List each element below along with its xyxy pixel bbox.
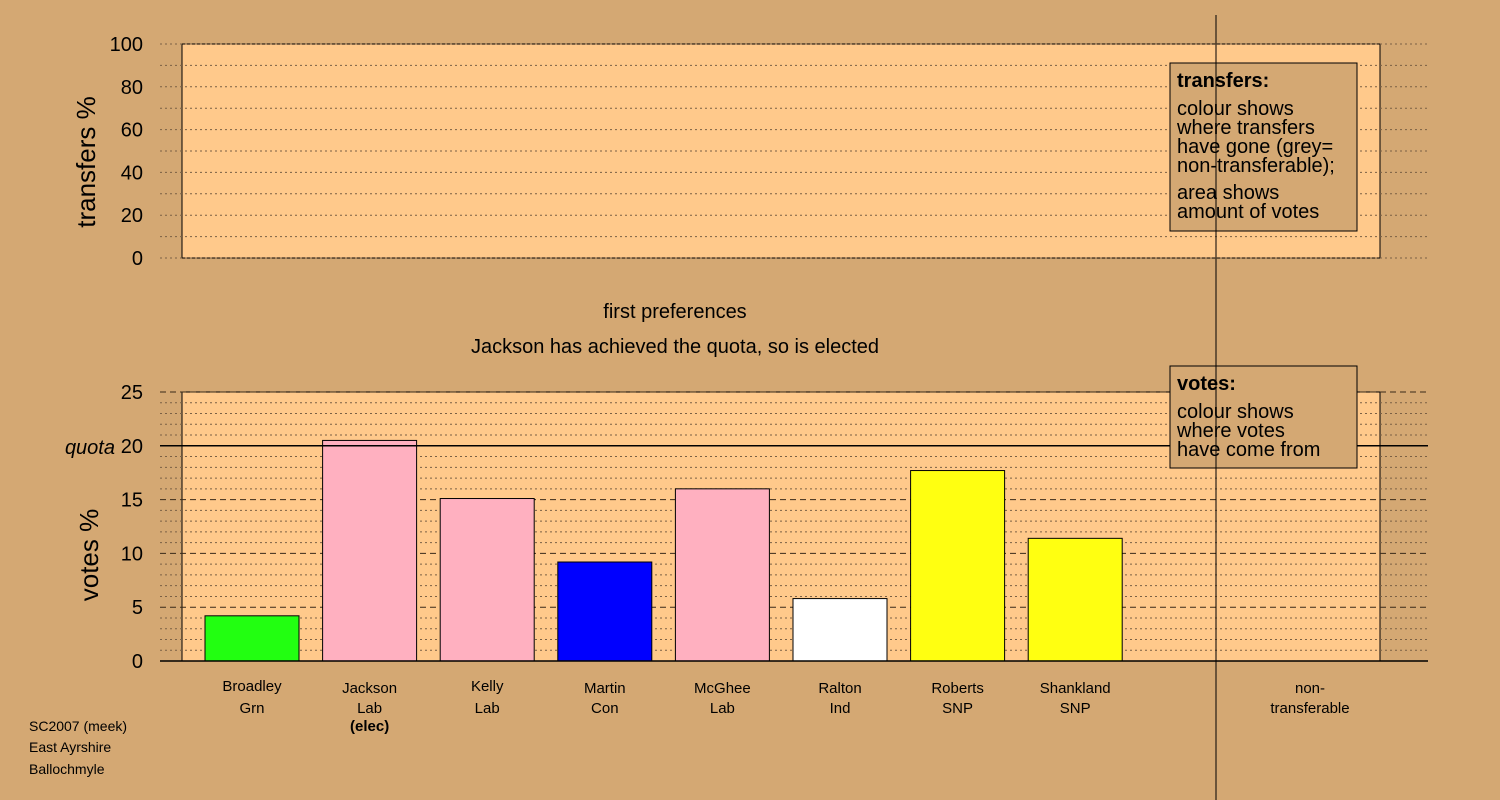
transfers-tick-label: 60 — [121, 120, 143, 142]
bar-kelly — [439, 498, 535, 662]
votes-tick-labels: 0 5 10 15 20 25 — [121, 382, 143, 673]
candidate-party: Lab — [710, 700, 735, 717]
candidate-name: Ralton — [818, 680, 861, 697]
votes-tick-label: 10 — [121, 543, 143, 565]
transfers-legend-box — [1169, 62, 1358, 232]
transfers-legend-line: non-transferable); — [1177, 155, 1335, 177]
transfers-axis-title: transfers % — [71, 96, 101, 228]
votes-bars — [204, 439, 1123, 662]
votes-tick-label: 15 — [121, 490, 143, 512]
candidate-name: Kelly — [471, 678, 504, 695]
candidate-name: Martin — [584, 680, 626, 697]
transfers-tick-label: 20 — [121, 205, 143, 227]
candidate-note: (elec) — [350, 718, 389, 735]
votes-tick-label: 5 — [132, 597, 143, 619]
votes-legend-title: votes: — [1177, 373, 1236, 395]
transfers-legend-line: where transfers — [1176, 117, 1315, 139]
bar-shankland — [1027, 537, 1123, 662]
transfers-legend-line: amount of votes — [1177, 201, 1319, 223]
footer-line: SC2007 (meek) — [29, 718, 127, 734]
candidate-party: Lab — [357, 700, 382, 717]
votes-panel: 0 5 10 15 20 25 quota votes % votes: colour s… — [65, 365, 1428, 735]
bar-jackson — [322, 439, 418, 662]
bar-martin — [557, 561, 653, 662]
candidate-name: Roberts — [931, 680, 984, 697]
quota-label: quota — [65, 437, 115, 459]
votes-legend: votes: colour shows where votes have com… — [1169, 365, 1358, 469]
votes-legend-line: have come from — [1177, 439, 1320, 461]
transfers-tick-labels: 0 20 40 60 80 100 — [110, 34, 143, 270]
transfers-legend: transfers: colour shows where transfers … — [1169, 62, 1358, 232]
nontransferable-label: non- — [1295, 680, 1325, 697]
votes-tick-label: 25 — [121, 382, 143, 404]
bar-mcghee — [674, 488, 770, 662]
candidate-party: Con — [591, 700, 619, 717]
transfers-tick-label: 80 — [121, 77, 143, 99]
candidate-party: SNP — [942, 700, 973, 717]
candidate-party: Ind — [830, 700, 851, 717]
candidate-name: Shankland — [1040, 680, 1111, 697]
transfers-tick-label: 0 — [132, 248, 143, 270]
candidate-name: McGhee — [694, 680, 751, 697]
transfers-tick-label: 40 — [121, 162, 143, 184]
footer-line: Ballochmyle — [29, 761, 105, 777]
footer-line: East Ayrshire — [29, 739, 111, 755]
votes-legend-line: colour shows — [1177, 401, 1294, 423]
transfers-legend-line: area shows — [1177, 182, 1279, 204]
candidate-name: Broadley — [222, 678, 282, 695]
candidate-party: Lab — [475, 700, 500, 717]
candidate-party: Grn — [239, 700, 264, 717]
bar-ralton — [792, 598, 888, 662]
candidate-name: Jackson — [342, 680, 397, 697]
transfers-legend-title: transfers: — [1177, 70, 1269, 92]
votes-tick-label: 0 — [132, 651, 143, 673]
stage-message: Jackson has achieved the quota, so is el… — [471, 336, 879, 358]
stage-title: first preferences — [603, 301, 746, 323]
votes-legend-line: where votes — [1176, 420, 1285, 442]
votes-legend-box — [1169, 365, 1358, 469]
nontransferable-label: transferable — [1270, 700, 1349, 717]
candidate-labels: BroadleyGrnJacksonLab(elec)KellyLabMarti… — [222, 678, 1110, 735]
bar-roberts — [910, 470, 1006, 662]
votes-axis-title: votes % — [74, 509, 104, 602]
transfers-legend-line: colour shows — [1177, 98, 1294, 120]
candidate-party: SNP — [1060, 700, 1091, 717]
transfers-tick-label: 100 — [110, 34, 143, 56]
transfers-panel: 0 20 40 60 80 100 transfers % transfers: colo… — [71, 34, 1428, 270]
bar-broadley — [204, 615, 300, 662]
votes-tick-label: 20 — [121, 436, 143, 458]
